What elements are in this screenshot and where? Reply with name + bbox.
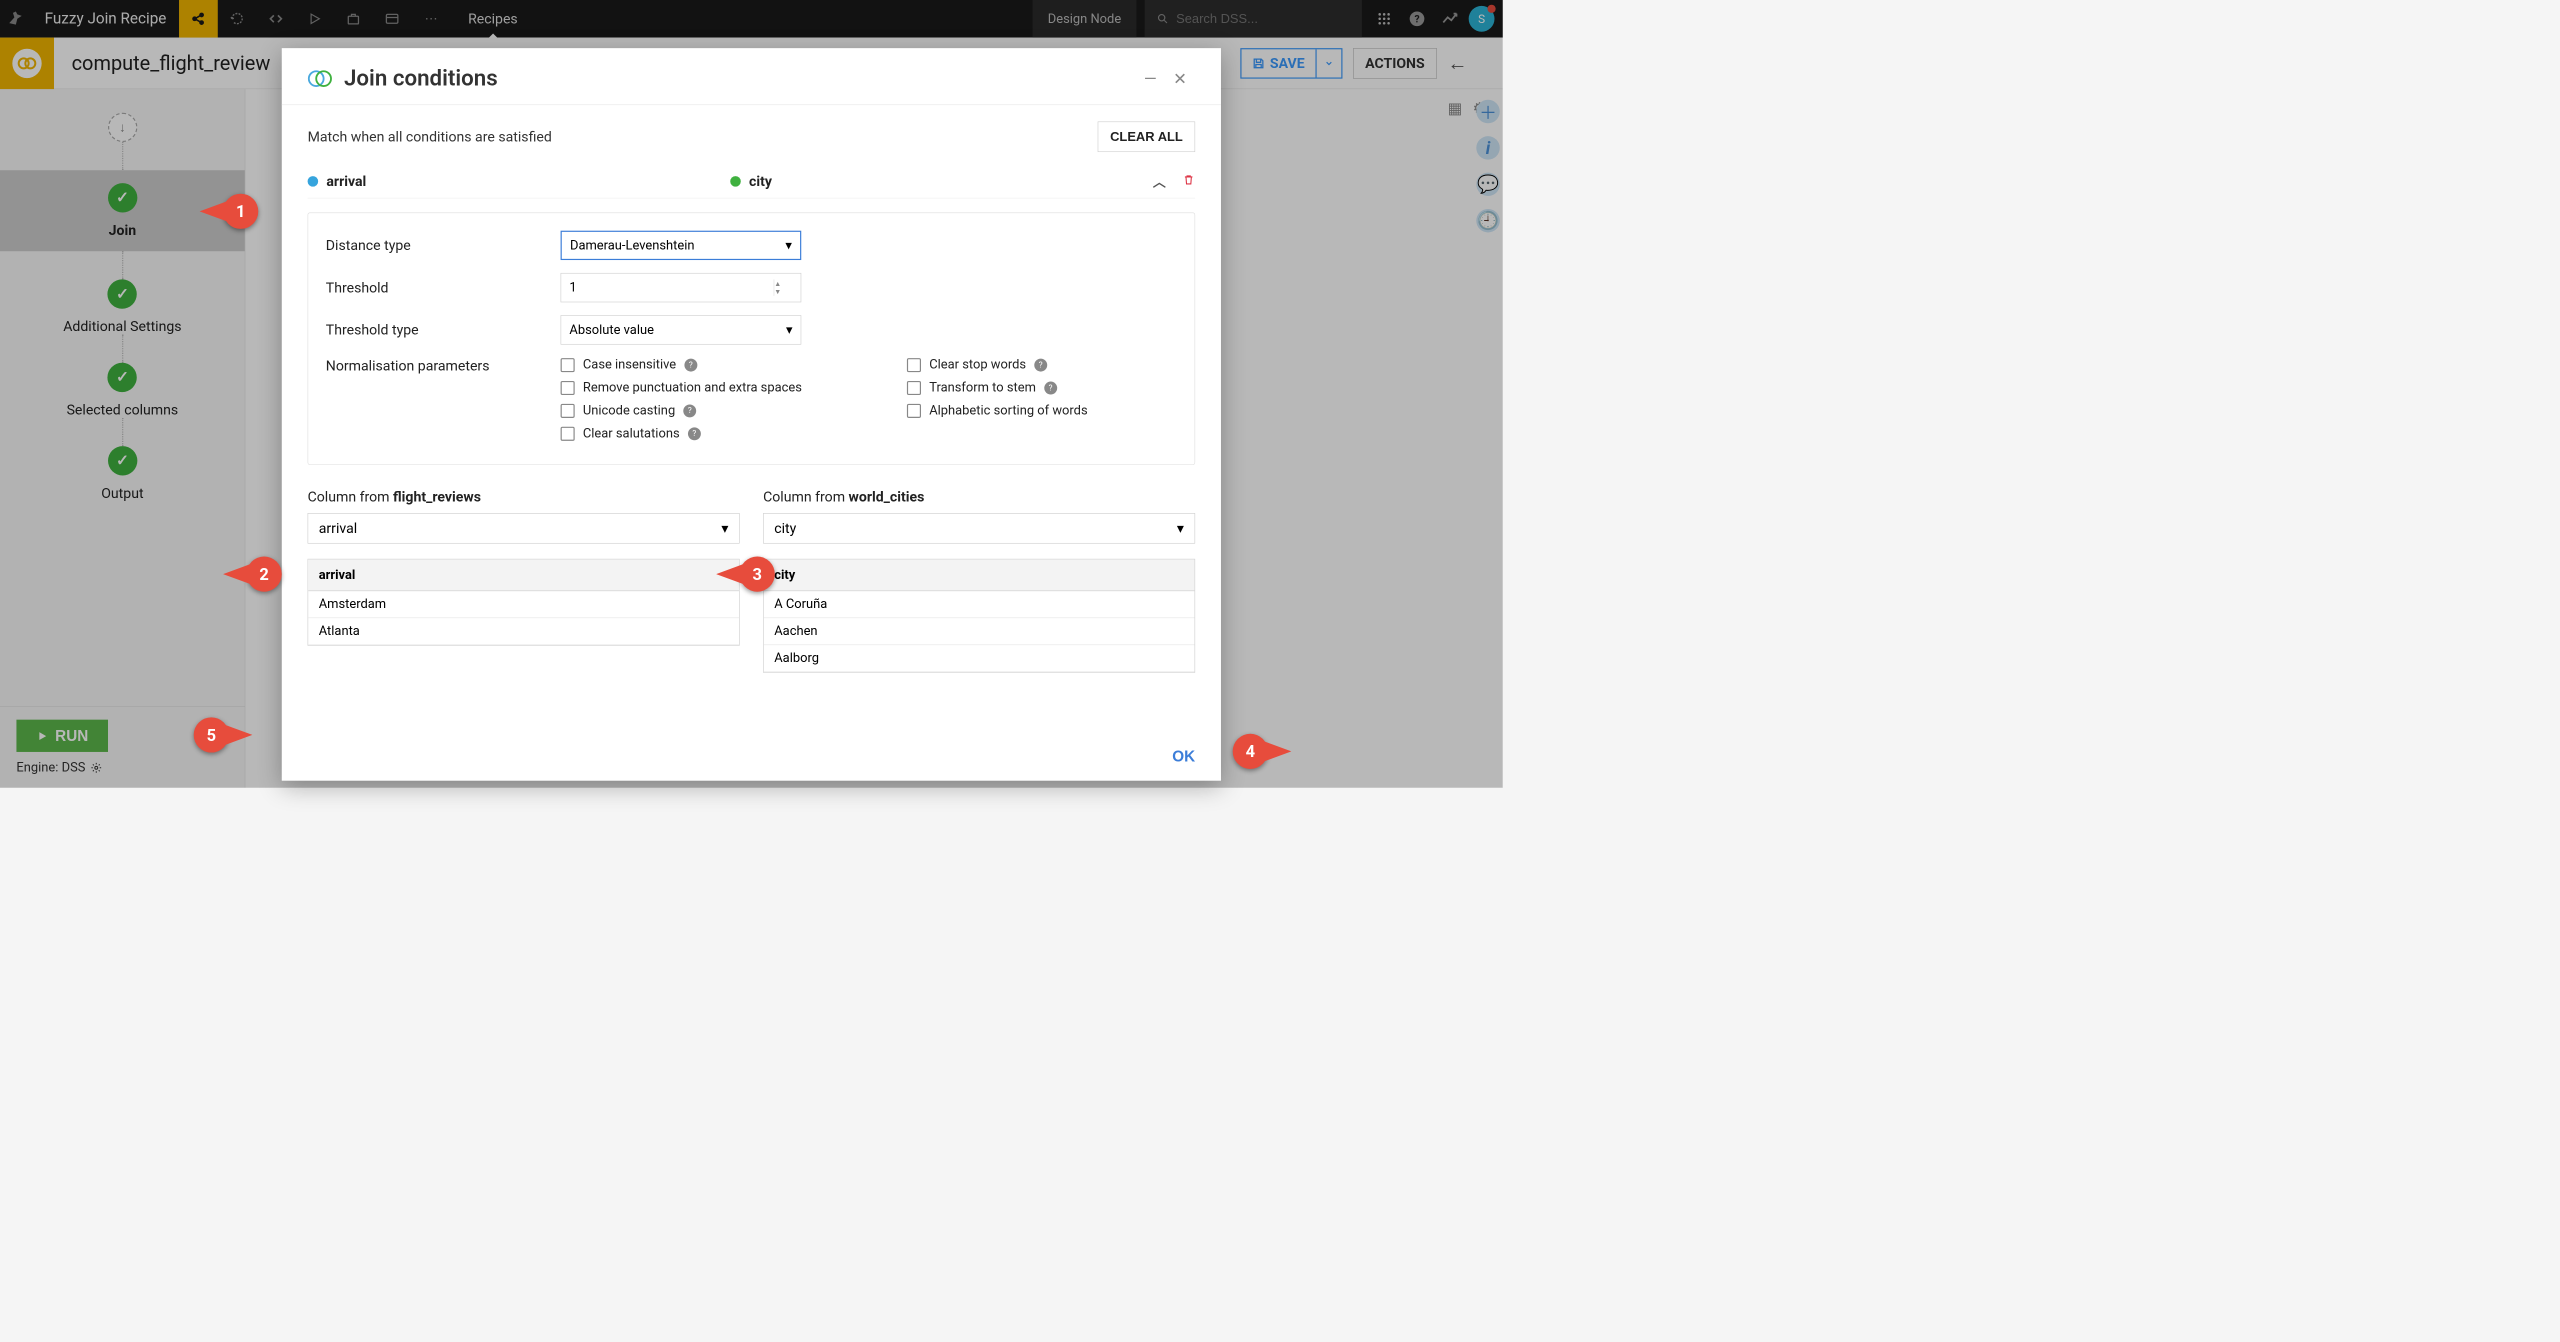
match-subtitle: Match when all conditions are satisfied <box>308 129 552 145</box>
left-dataset-dot <box>308 176 319 187</box>
ok-button[interactable]: OK <box>1172 747 1195 765</box>
norm-checkbox[interactable]: Unicode casting ? <box>561 403 907 418</box>
callout-3: 3 <box>740 556 775 591</box>
normalisation-label: Normalisation parameters <box>326 357 561 373</box>
norm-checkbox[interactable]: Clear stop words ? <box>907 357 1177 372</box>
threshold-label: Threshold <box>326 279 561 295</box>
right-dataset-dot <box>730 176 741 187</box>
close-button[interactable]: ✕ <box>1165 69 1195 88</box>
help-icon[interactable]: ? <box>684 358 697 371</box>
right-preview-table: city A CoruñaAachenAalborg <box>763 559 1195 673</box>
callout-5: 5 <box>194 717 229 752</box>
preview-row: Aachen <box>764 618 1195 645</box>
delete-condition-icon[interactable] <box>1182 173 1195 189</box>
preview-row: Amsterdam <box>308 591 739 618</box>
preview-row: A Coruña <box>764 591 1195 618</box>
norm-checkbox[interactable]: Clear salutations ? <box>561 426 907 441</box>
distance-type-label: Distance type <box>326 237 561 253</box>
callout-1: 1 <box>223 194 258 229</box>
left-preview-table: arrival AmsterdamAtlanta <box>308 559 740 646</box>
help-icon[interactable]: ? <box>688 427 701 440</box>
join-icon <box>308 66 333 91</box>
callout-4: 4 <box>1233 734 1268 769</box>
help-icon[interactable]: ? <box>1034 358 1047 371</box>
condition-left-col: arrival <box>326 173 366 189</box>
norm-checkbox[interactable]: Transform to stem ? <box>907 380 1177 395</box>
join-conditions-modal: Join conditions — ✕ Match when all condi… <box>282 48 1221 781</box>
condition-details: Distance type Damerau-Levenshtein▾ Thres… <box>308 212 1196 464</box>
collapse-icon[interactable]: ︿ <box>1153 172 1166 191</box>
right-column-from-label: Column from world_cities <box>763 488 1195 504</box>
help-icon[interactable]: ? <box>683 404 696 417</box>
norm-checkbox[interactable]: Alphabetic sorting of words <box>907 403 1177 418</box>
condition-row[interactable]: arrival city ︿ <box>308 172 1196 198</box>
threshold-input[interactable]: 1 ▲▼ <box>561 273 802 302</box>
preview-row: Aalborg <box>764 645 1195 672</box>
minimize-button[interactable]: — <box>1136 69 1165 88</box>
left-column-from-label: Column from flight_reviews <box>308 488 740 504</box>
distance-type-select[interactable]: Damerau-Levenshtein▾ <box>561 231 802 260</box>
modal-title: Join conditions <box>344 66 498 92</box>
right-column-select[interactable]: city▾ <box>763 513 1195 544</box>
norm-checkbox[interactable]: Remove punctuation and extra spaces <box>561 380 907 395</box>
preview-row: Atlanta <box>308 618 739 645</box>
norm-checkbox[interactable]: Case insensitive ? <box>561 357 907 372</box>
condition-right-col: city <box>749 173 772 189</box>
callout-2: 2 <box>247 556 282 591</box>
clear-all-button[interactable]: CLEAR ALL <box>1098 122 1195 153</box>
threshold-type-select[interactable]: Absolute value▾ <box>561 315 802 344</box>
help-icon[interactable]: ? <box>1044 381 1057 394</box>
left-column-select[interactable]: arrival▾ <box>308 513 740 544</box>
threshold-type-label: Threshold type <box>326 322 561 338</box>
